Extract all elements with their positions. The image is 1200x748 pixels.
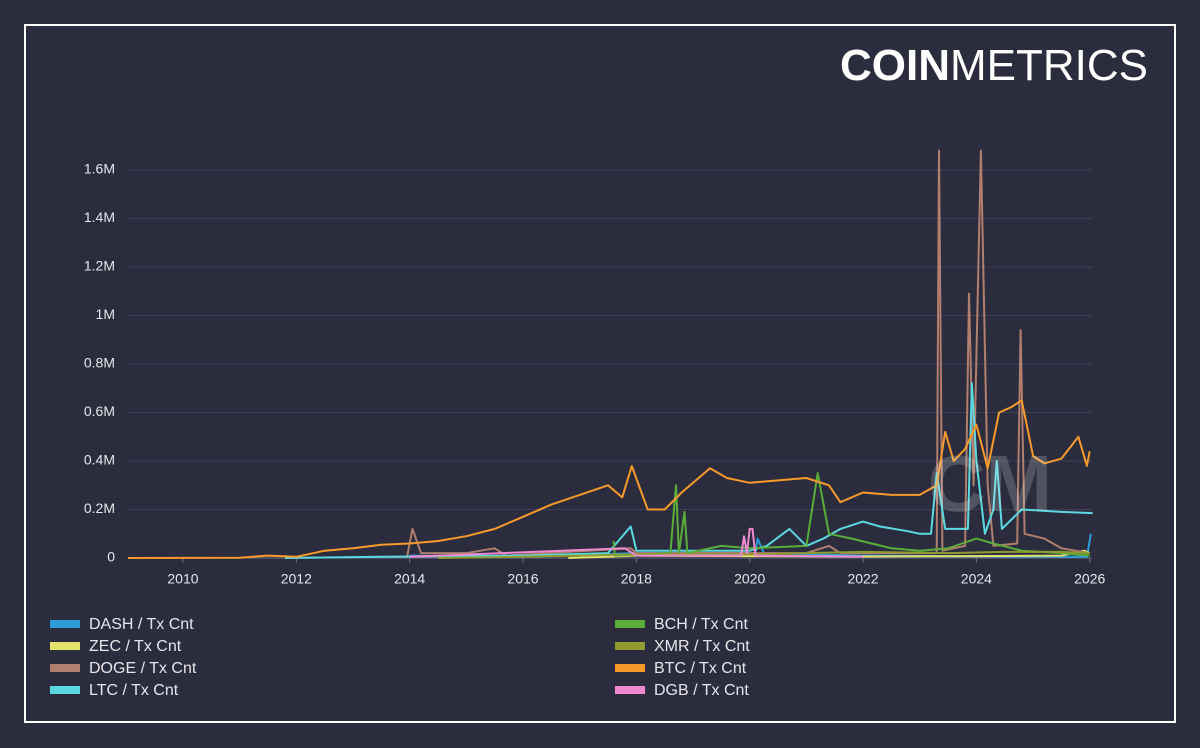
series-line: [127, 399, 1091, 559]
plot: 0 0.2M 0.4M 0.6M 0.8M 1M 1.2M 1.4M 1.6M 2010 2012 2…: [84, 149, 1106, 587]
brand-bold: COIN: [840, 41, 950, 90]
brand-light: METRICS: [950, 41, 1148, 90]
legend-label: LTC / Tx Cnt: [89, 682, 179, 699]
legend-swatch: [615, 664, 645, 672]
legend-label: DOGE / Tx Cnt: [89, 660, 197, 677]
y-tick-label: 1.2M: [84, 258, 115, 274]
y-tick-label: 1M: [96, 306, 115, 322]
x-tick-label: 2024: [961, 571, 992, 587]
y-tick-label: 0.4M: [84, 452, 115, 468]
x-tick-label: 2026: [1074, 571, 1105, 587]
x-tick-label: 2022: [847, 571, 878, 587]
series-line: [409, 527, 864, 558]
legend-swatch: [615, 642, 645, 650]
y-tick-label: 0.8M: [84, 355, 115, 371]
y-tick-label: 0: [107, 549, 115, 565]
x-tick-label: 2016: [507, 571, 538, 587]
legend-swatch: [615, 686, 645, 694]
legend-label: BCH / Tx Cnt: [654, 616, 749, 633]
y-tick-label: 1.6M: [84, 161, 115, 177]
frame: [24, 24, 1176, 723]
legend-label: DASH / Tx Cnt: [89, 616, 194, 633]
legend-label: ZEC / Tx Cnt: [89, 638, 182, 655]
y-tick-label: 0.6M: [84, 403, 115, 419]
y-tick-label: 1.4M: [84, 209, 115, 225]
series-line: [437, 550, 1090, 559]
series-line: [405, 149, 1090, 559]
legend-label: DGB / Tx Cnt: [654, 682, 749, 699]
legend-label: BTC / Tx Cnt: [654, 660, 747, 677]
legend-label: XMR / Tx Cnt: [654, 638, 750, 655]
series-line: [612, 472, 1090, 557]
legend-swatch: [50, 664, 80, 672]
series-line: [284, 382, 1093, 559]
y-tick-label: 0.2M: [84, 500, 115, 516]
x-tick-label: 2010: [167, 571, 198, 587]
watermark: CM: [928, 439, 1052, 528]
x-tick-label: 2020: [734, 571, 765, 587]
legend-swatch: [50, 620, 80, 628]
legend-swatch: [615, 620, 645, 628]
x-tick-label: 2012: [281, 571, 312, 587]
x-tick-label: 2018: [621, 571, 652, 587]
brand-logo: COINMETRICS: [840, 41, 1148, 90]
legend-swatch: [50, 686, 80, 694]
x-tick-label: 2014: [394, 571, 425, 587]
legend-swatch: [50, 642, 80, 650]
